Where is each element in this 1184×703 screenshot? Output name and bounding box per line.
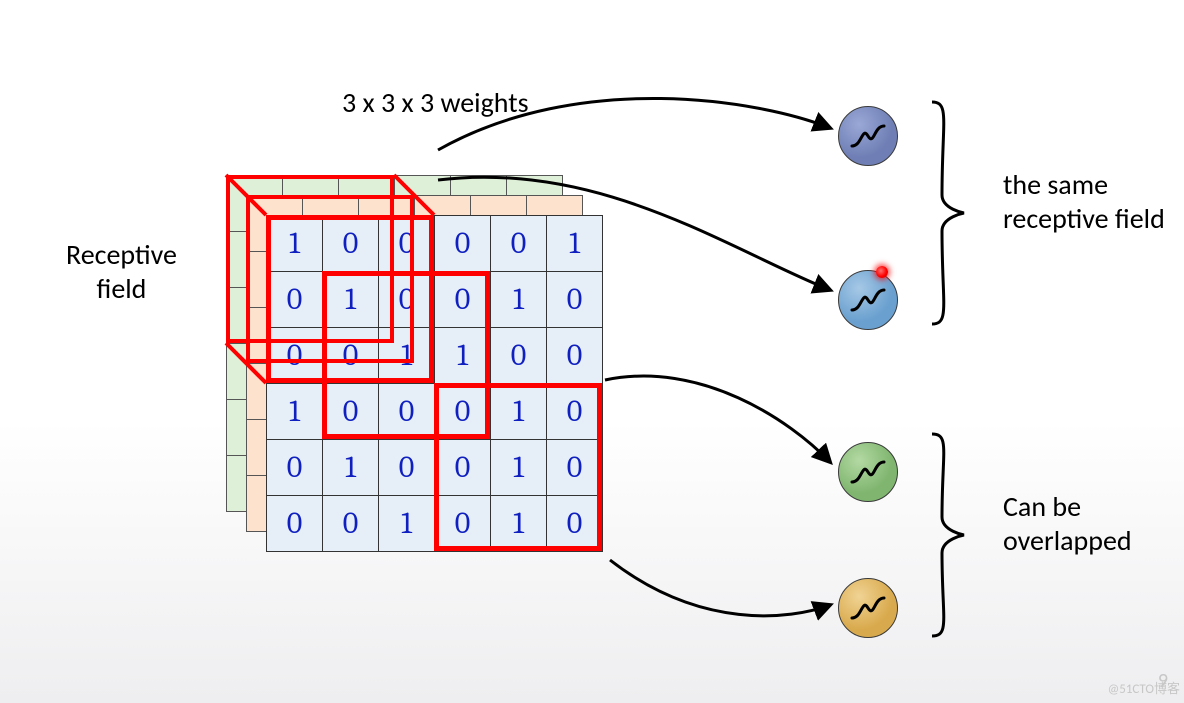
overlap-label: Can be overlapped: [1003, 490, 1132, 557]
matrix-cell: 0: [267, 328, 323, 384]
neuron-2: [838, 270, 898, 330]
matrix-cell: 0: [491, 328, 547, 384]
matrix-cell: 0: [435, 440, 491, 496]
matrix-cell: 0: [435, 496, 491, 552]
matrix-cell: 0: [379, 440, 435, 496]
matrix-cell: 1: [491, 496, 547, 552]
matrix-cell: 0: [323, 216, 379, 272]
matrix-cell: 0: [435, 384, 491, 440]
watermark: @51CTO博客: [1108, 678, 1180, 697]
matrix-cell: 0: [547, 272, 603, 328]
receptive-field-label: Receptive field: [66, 238, 177, 305]
matrix-cell: 1: [379, 328, 435, 384]
matrix-cell: 1: [491, 440, 547, 496]
matrix-cell: 0: [379, 384, 435, 440]
activation-curve-icon: [848, 116, 888, 156]
weights-title: 3 x 3 x 3 weights: [342, 86, 529, 120]
matrix-cell: 0: [323, 328, 379, 384]
matrix-cell: 1: [323, 272, 379, 328]
matrix-cell: 0: [267, 440, 323, 496]
neuron-4: [838, 578, 898, 638]
matrix-cell: 0: [435, 216, 491, 272]
matrix-cell: 0: [435, 272, 491, 328]
matrix-cell: 0: [267, 496, 323, 552]
matrix-cell: 1: [491, 384, 547, 440]
neuron-1: [838, 106, 898, 166]
hot-dot-icon: [876, 266, 888, 278]
matrix-cell: 1: [547, 216, 603, 272]
activation-curve-icon: [848, 452, 888, 492]
matrix-cell: 1: [435, 328, 491, 384]
matrix-cell: 0: [491, 216, 547, 272]
neuron-3: [838, 442, 898, 502]
activation-curve-icon: [848, 588, 888, 628]
matrix-cell: 1: [267, 384, 323, 440]
activation-curve-icon: [848, 280, 888, 320]
matrix-cell: 0: [323, 496, 379, 552]
matrix-cell: 0: [323, 384, 379, 440]
matrix-cell: 1: [379, 496, 435, 552]
brace-top: [922, 98, 982, 328]
arrow-to-neuron-4: [610, 560, 830, 616]
matrix-cell: 0: [267, 272, 323, 328]
same-rf-label: the same receptive field: [1003, 168, 1165, 235]
input-matrix: 100001010010001100100010010010001010: [266, 215, 603, 552]
matrix-cell: 0: [547, 328, 603, 384]
matrix-cell: 1: [267, 216, 323, 272]
matrix-cell: 1: [323, 440, 379, 496]
matrix-cell: 0: [379, 272, 435, 328]
matrix-cell: 0: [547, 384, 603, 440]
matrix-cell: 0: [547, 440, 603, 496]
matrix-cell: 1: [491, 272, 547, 328]
matrix-cell: 0: [379, 216, 435, 272]
brace-bottom: [922, 430, 982, 640]
arrow-to-neuron-3: [605, 376, 830, 462]
matrix-cell: 0: [547, 496, 603, 552]
